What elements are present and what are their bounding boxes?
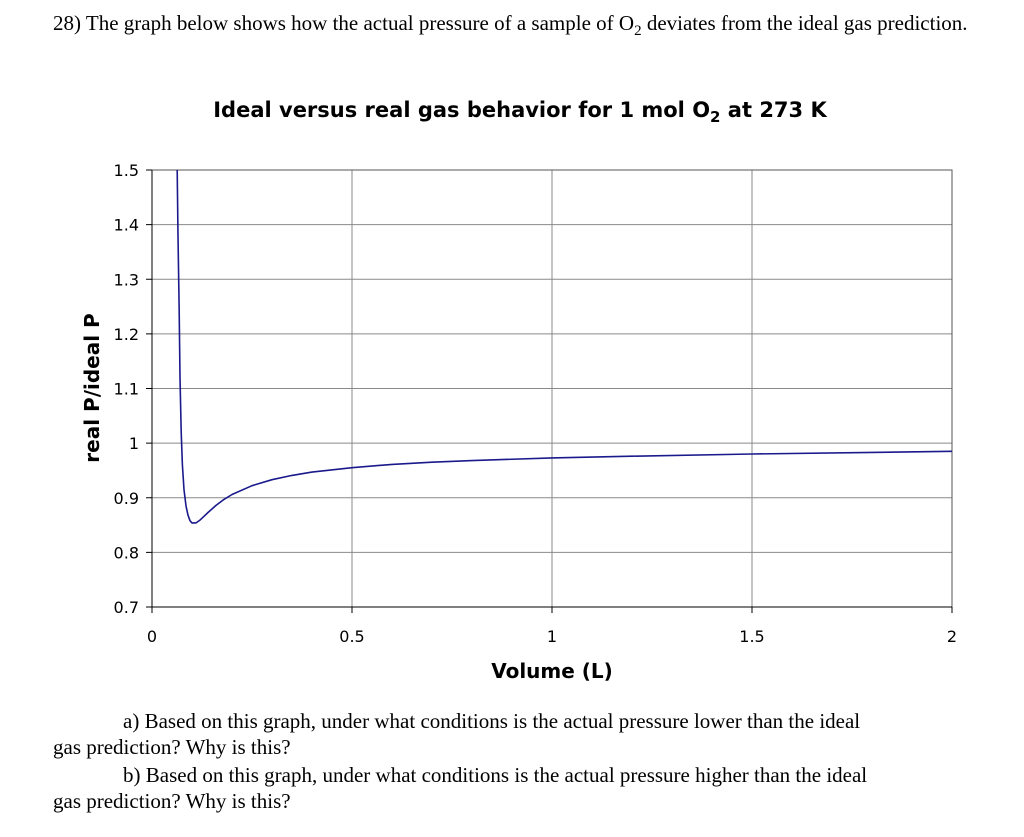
series: [176, 169, 953, 524]
axes: [146, 169, 953, 613]
y-tick-label: 0.8: [114, 543, 139, 562]
y-tick-label: 1.4: [114, 216, 139, 235]
question-subscript: 2: [634, 23, 642, 40]
y-tick-label: 1.1: [114, 380, 139, 399]
grid: [151, 169, 953, 608]
chart: Ideal versus real gas behavior for 1 mol…: [80, 98, 958, 683]
chart-title: Ideal versus real gas behavior for 1 mol…: [213, 98, 827, 126]
x-tick-label: 0: [147, 627, 157, 646]
y-tick-label: 1.2: [114, 325, 139, 344]
series-line: [176, 169, 953, 524]
question-text: 28) The graph below shows how the actual…: [53, 10, 1013, 45]
question-number: 28): [53, 11, 81, 35]
part-b: b) Based on this graph, under what condi…: [53, 762, 993, 814]
x-tick-label: 1.5: [739, 627, 764, 646]
y-tick-label: 1: [129, 434, 139, 453]
x-tick-label: 2: [947, 627, 957, 646]
y-tick-label: 1.5: [114, 161, 139, 180]
y-axis-label: real P/ideal P: [80, 313, 104, 462]
x-axis-label: Volume (L): [491, 659, 613, 683]
y-tick-label: 1.3: [114, 270, 139, 289]
part-a-line1: Based on this graph, under what conditio…: [144, 709, 861, 733]
x-tick-label: 1: [547, 627, 557, 646]
part-b-line2: gas prediction? Why is this?: [53, 789, 291, 813]
part-b-line1: Based on this graph, under what conditio…: [145, 763, 868, 787]
question-text-before: The graph below shows how the actual pre…: [85, 11, 635, 35]
part-a: a) Based on this graph, under what condi…: [53, 708, 993, 760]
part-b-label: b): [123, 763, 141, 787]
part-a-label: a): [123, 709, 140, 733]
part-a-line2: gas prediction? Why is this?: [53, 735, 291, 759]
tick-labels: 0.7 0.8 0.9 1 1.1 1.2 1.3 1.4 1.5 0 0.5 1 1.5 2: [114, 161, 958, 646]
y-tick-label: 0.9: [114, 489, 139, 508]
x-tick-label: 0.5: [339, 627, 364, 646]
y-tick-label: 0.7: [114, 598, 139, 617]
question-text-after: deviates from the ideal gas prediction.: [641, 11, 968, 35]
